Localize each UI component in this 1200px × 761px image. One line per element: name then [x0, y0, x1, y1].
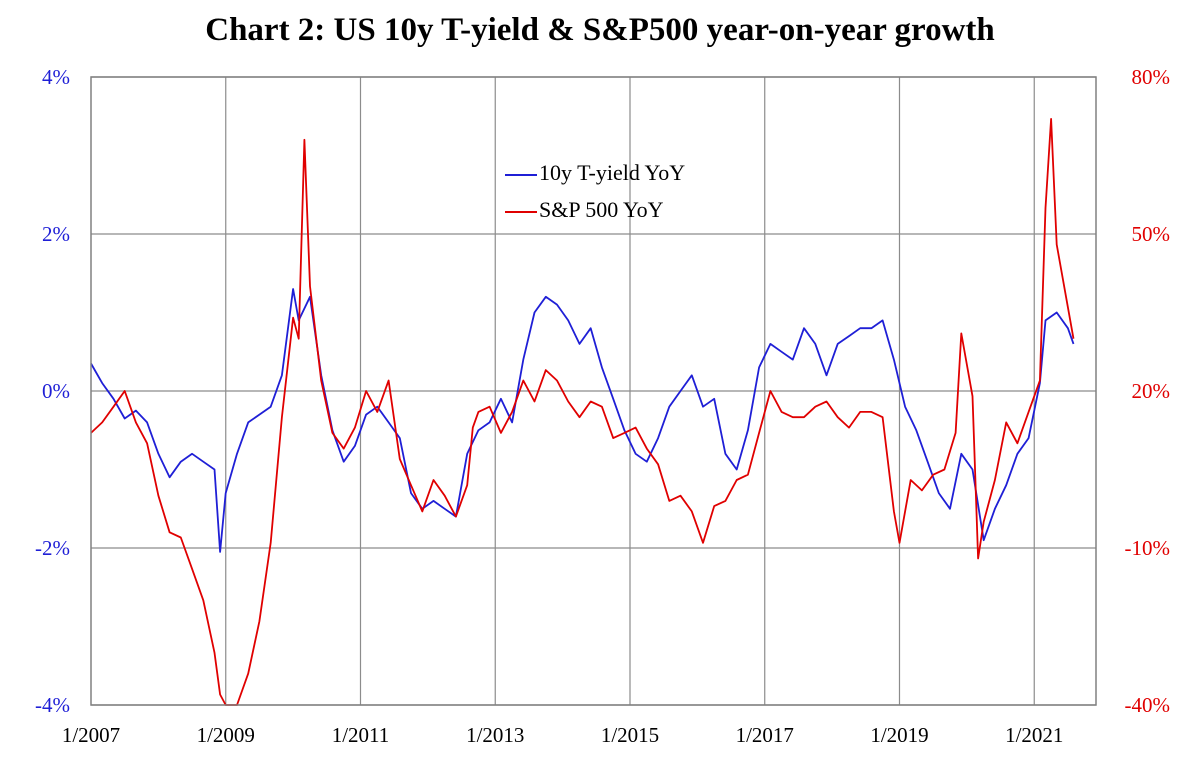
sp500-series-line	[90, 118, 1075, 706]
plot-frame	[90, 76, 1097, 706]
legend-item-sp500: S&P 500 YoY	[505, 197, 664, 223]
left-y-tick-label: -2%	[35, 536, 70, 560]
x-tick-label: 1/2009	[197, 723, 255, 747]
legend-label-tyield: 10y T-yield YoY	[539, 160, 686, 185]
legend-item-tyield: 10y T-yield YoY	[505, 160, 685, 186]
tyield-series-line	[90, 288, 1075, 553]
x-tick-label: 1/2013	[466, 723, 524, 747]
x-tick-label: 1/2017	[736, 723, 794, 747]
left-y-tick-label: 4%	[42, 65, 70, 89]
right-y-tick-label: 20%	[1132, 379, 1171, 403]
left-y-tick-label: 0%	[42, 379, 70, 403]
left-axis-tick-labels: 4% 2% 0% -2% -4%	[35, 65, 70, 717]
x-tick-label: 1/2019	[870, 723, 928, 747]
legend-label-sp500: S&P 500 YoY	[539, 197, 664, 222]
left-y-tick-label: -4%	[35, 693, 70, 717]
legend-swatch-blue	[505, 173, 537, 176]
right-y-tick-label: 80%	[1132, 65, 1171, 89]
right-y-tick-label: -40%	[1125, 693, 1171, 717]
right-y-tick-label: -10%	[1125, 536, 1171, 560]
x-tick-label: 1/2015	[601, 723, 659, 747]
right-y-tick-label: 50%	[1132, 222, 1171, 246]
chart-title: Chart 2: US 10y T-yield & S&P500 year-on…	[205, 12, 995, 48]
right-axis-tick-labels: 80% 50% 20% -10% -40%	[1125, 65, 1171, 717]
x-axis-tick-labels: 1/2007 1/2009 1/2011 1/2013 1/2015 1/2017 1/20…	[62, 723, 1064, 747]
series-lines	[90, 118, 1075, 706]
x-tick-label: 1/2007	[62, 723, 120, 747]
x-tick-label: 1/2021	[1005, 723, 1063, 747]
gridlines	[91, 76, 1096, 706]
legend-swatch-red	[505, 210, 537, 213]
x-tick-label: 1/2011	[332, 723, 390, 747]
left-y-tick-label: 2%	[42, 222, 70, 246]
